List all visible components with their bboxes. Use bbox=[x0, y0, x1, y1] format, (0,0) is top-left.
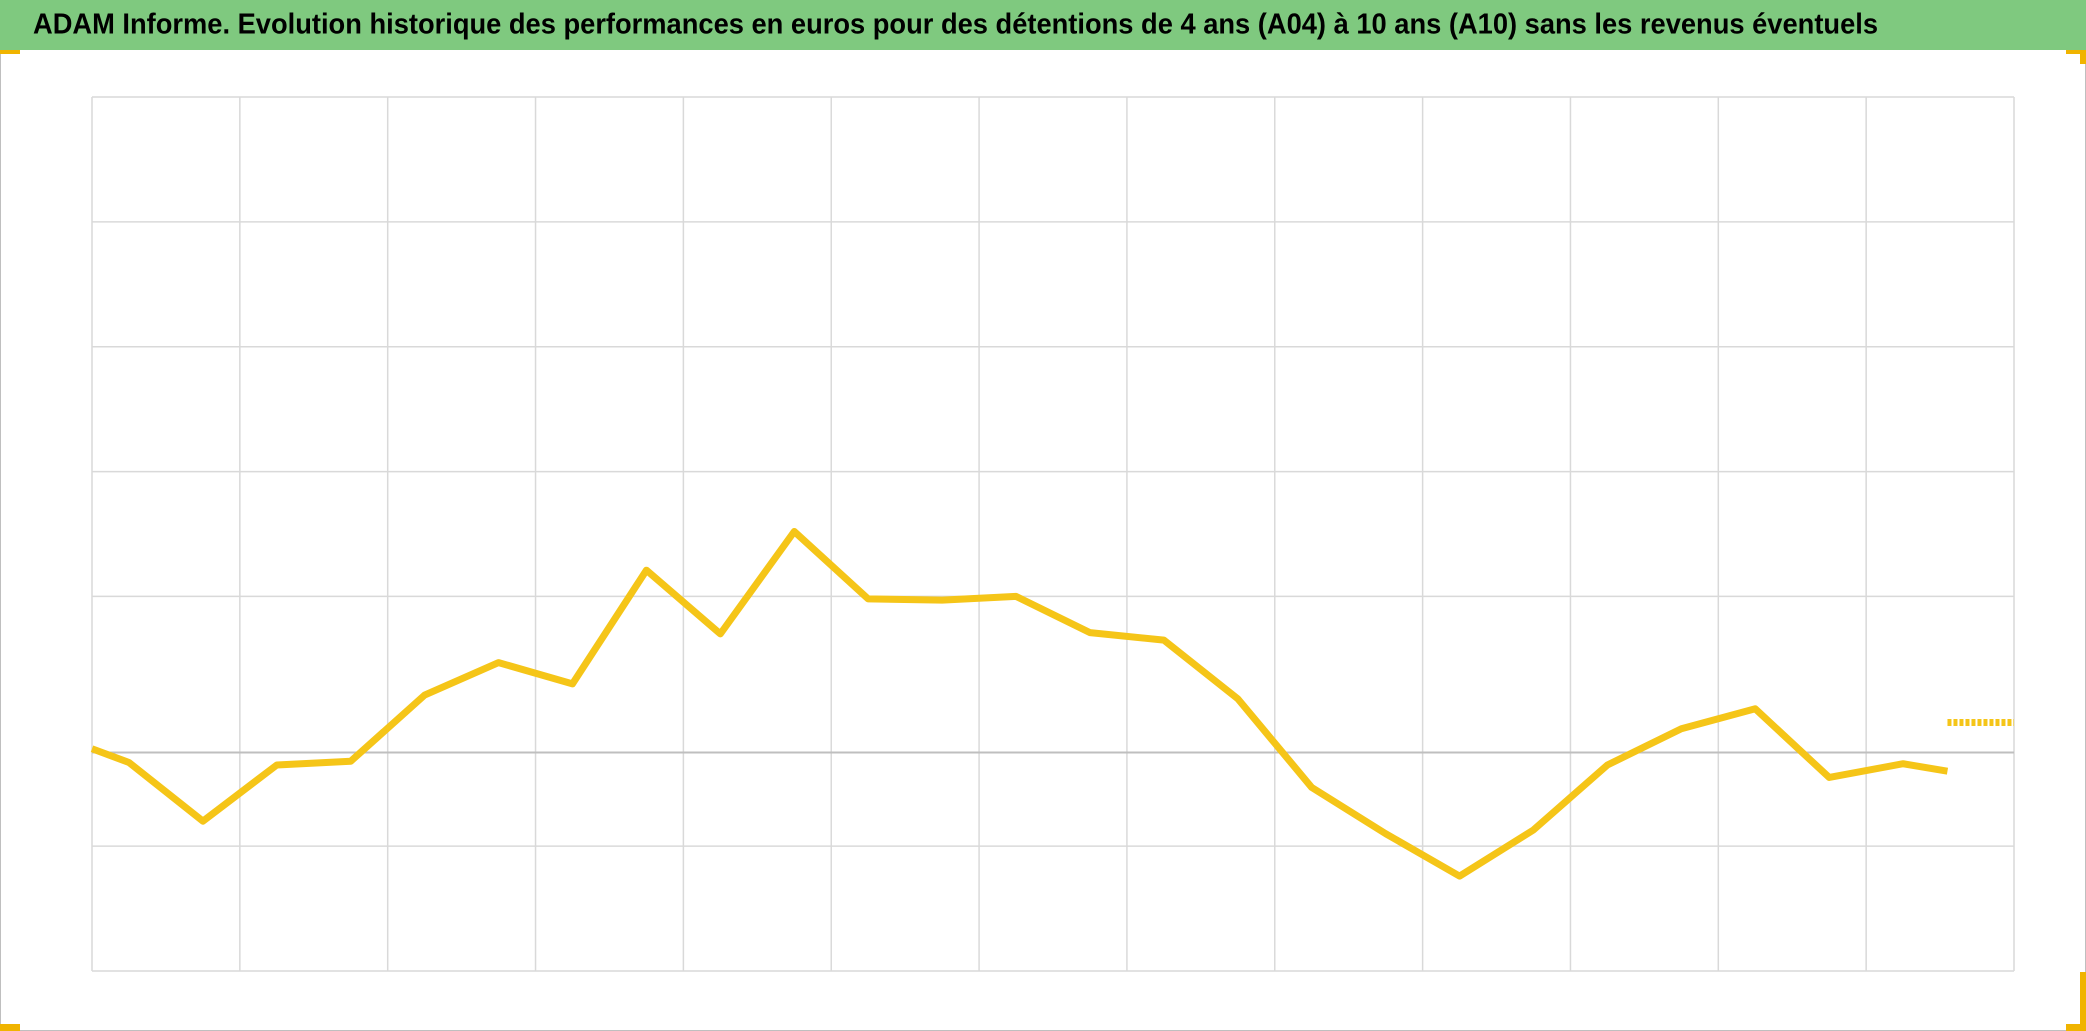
chart-title: ADAM Informe. Evolution historique des p… bbox=[33, 9, 1878, 41]
title-bar bbox=[0, 0, 2086, 50]
corner-marks bbox=[0, 50, 2086, 1031]
data-line bbox=[90, 528, 1949, 880]
